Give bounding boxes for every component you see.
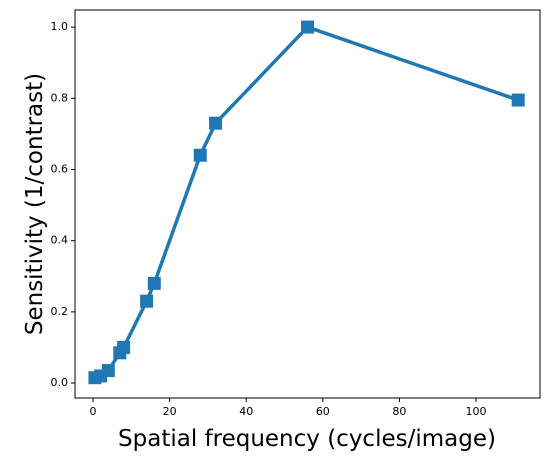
y-tick-label: 0.2: [51, 305, 69, 318]
y-tick-label: 0.8: [51, 91, 69, 104]
marker: [117, 340, 131, 354]
marker: [301, 20, 314, 34]
x-axis-label: Spatial frequency (cycles/image): [118, 426, 496, 452]
x-tick-label: 80: [392, 405, 406, 418]
y-axis-label: Sensitivity (1/contrast): [22, 73, 48, 335]
marker: [209, 116, 223, 130]
marker: [147, 276, 161, 290]
marker: [140, 294, 154, 308]
data-line: [94, 25, 519, 380]
x-tick-label: 100: [466, 405, 487, 418]
plot-frame: [74, 9, 541, 399]
marker: [511, 93, 525, 107]
y-tick-label: 1.0: [51, 20, 69, 33]
x-tick-label: 20: [163, 405, 177, 418]
y-tick-label: 0.0: [51, 376, 69, 389]
marker: [193, 148, 207, 162]
y-tick-label: 0.4: [51, 234, 69, 247]
x-tick-label: 40: [239, 405, 253, 418]
marker: [101, 364, 115, 378]
x-tick-label: 0: [90, 405, 97, 418]
y-tick-label: 0.6: [51, 162, 69, 175]
x-tick-label: 60: [316, 405, 330, 418]
